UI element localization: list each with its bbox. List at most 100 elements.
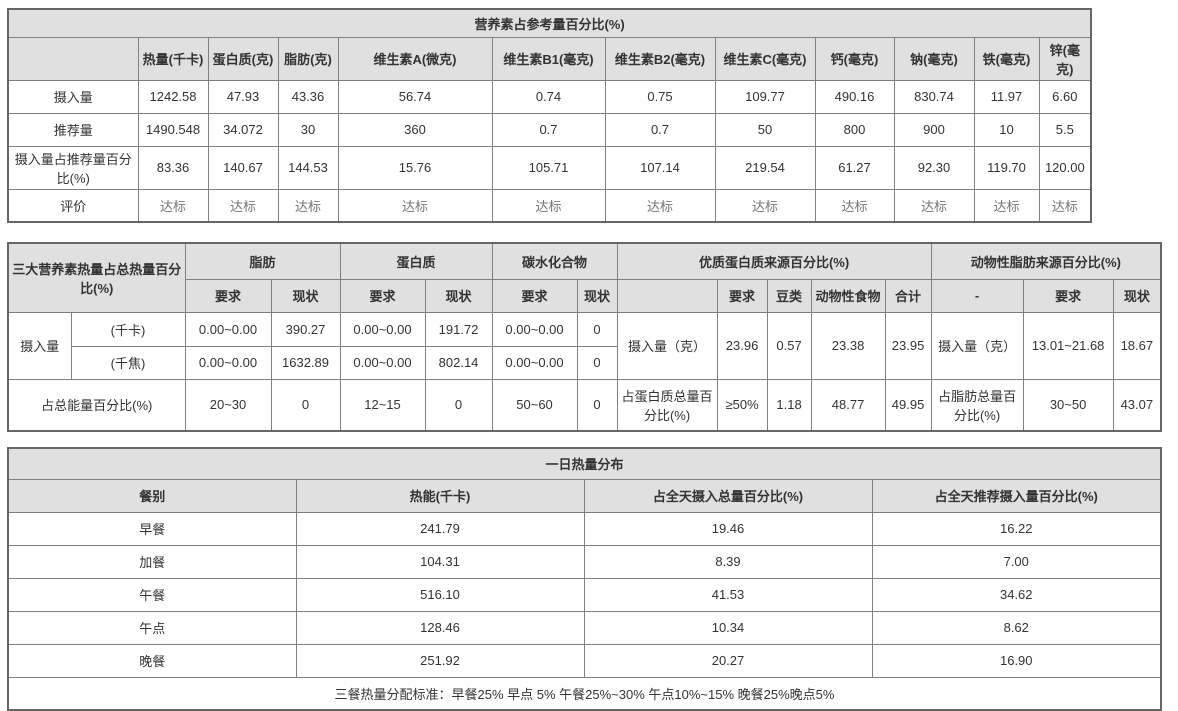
value-cell: 49.95 <box>884 378 932 432</box>
meal-row-breakfast: 早餐 241.79 19.46 16.22 <box>7 511 1162 546</box>
subheader-requirement: 要求 <box>1022 278 1114 313</box>
header-row: 热量(千卡) 蛋白质(克) 脂肪(克) 维生素A(微克) 维生素B1(毫克) 维… <box>7 36 1092 81</box>
value-cell: 18.67 <box>1112 311 1162 380</box>
value-cell: 1242.58 <box>137 79 209 114</box>
value-cell: 56.74 <box>337 79 493 114</box>
meal-label: 加餐 <box>7 544 297 579</box>
intake-row: 摄入量 1242.58 47.93 43.36 56.74 0.74 0.75 … <box>7 79 1092 114</box>
status-cell: 达标 <box>714 188 816 223</box>
value-cell: 20.27 <box>583 643 873 678</box>
meal-label: 早餐 <box>7 511 297 546</box>
header-iron: 铁(毫克) <box>973 36 1040 81</box>
group-fat: 脂肪 <box>184 242 341 280</box>
header-row: 餐别 热能(千卡) 占全天摄入总量百分比(%) 占全天推荐摄入量百分比(%) <box>7 478 1162 513</box>
value-cell: 1.18 <box>766 378 812 432</box>
status-cell: 达标 <box>207 188 279 223</box>
corner-empty-cell <box>7 36 139 81</box>
value-cell: 0.00~0.00 <box>339 311 426 347</box>
value-cell: 360 <box>337 112 493 147</box>
value-cell: 219.54 <box>714 145 816 190</box>
value-cell: 8.62 <box>871 610 1162 645</box>
value-cell: 516.10 <box>295 577 585 612</box>
value-cell: 0.00~0.00 <box>184 345 272 380</box>
subheader-blank <box>616 278 718 313</box>
header-meal: 餐别 <box>7 478 297 513</box>
value-cell: 0.00~0.00 <box>339 345 426 380</box>
value-cell: 15.76 <box>337 145 493 190</box>
evaluation-row: 评价 达标 达标 达标 达标 达标 达标 达标 达标 达标 达标 达标 <box>7 188 1092 223</box>
energy-percentage-row: 占总能量百分比(%) 20~30 0 12~15 0 50~60 0 占蛋白质总… <box>7 378 1162 432</box>
value-cell: 802.14 <box>424 345 493 380</box>
intake-kj-row: (千焦) 0.00~0.00 1632.89 0.00~0.00 802.14 … <box>8 345 1161 380</box>
subheader-requirement: 要求 <box>184 278 272 313</box>
subheader-current: 现状 <box>1112 278 1162 313</box>
value-cell: 1632.89 <box>270 345 341 380</box>
status-cell: 达标 <box>491 188 606 223</box>
value-cell: 10.34 <box>583 610 873 645</box>
subheader-requirement: 要求 <box>716 278 768 313</box>
subheader-total: 合计 <box>884 278 932 313</box>
value-cell: 104.31 <box>295 544 585 579</box>
row-label-qp-pct: 占蛋白质总量百分比(%) <box>616 378 718 432</box>
value-cell: 6.60 <box>1038 79 1092 114</box>
group-header-row: 三大营养素热量占总热量百分比(%) 脂肪 蛋白质 碳水化合物 优质蛋白质来源百分… <box>7 242 1162 313</box>
row-label-percentage: 摄入量占推荐量百分比(%) <box>7 145 139 190</box>
value-cell: 107.14 <box>604 145 716 190</box>
value-cell: 5.5 <box>1038 112 1092 147</box>
meal-row-afternoon-snack: 午点 128.46 10.34 8.62 <box>7 610 1162 645</box>
row-label-kj: (千焦) <box>70 345 186 380</box>
header-calcium: 钙(毫克) <box>814 36 895 81</box>
value-cell: 105.71 <box>491 145 606 190</box>
value-cell: 20~30 <box>184 378 272 432</box>
meal-label: 午点 <box>7 610 297 645</box>
meal-row-lunch: 午餐 516.10 41.53 34.62 <box>7 577 1162 612</box>
status-cell: 达标 <box>604 188 716 223</box>
note-row: 三餐热量分配标准：早餐25% 早点 5% 午餐25%~30% 午点10%~15%… <box>7 676 1162 711</box>
value-cell: 119.70 <box>973 145 1040 190</box>
value-cell: 16.90 <box>871 643 1162 678</box>
row-label-energy-pct: 占总能量百分比(%) <box>7 378 186 432</box>
value-cell: 0.74 <box>491 79 606 114</box>
status-cell: 达标 <box>893 188 975 223</box>
daily-calorie-table: 一日热量分布 餐别 热能(千卡) 占全天摄入总量百分比(%) 占全天推荐摄入量百… <box>7 447 1163 711</box>
meal-label: 晚餐 <box>7 643 297 678</box>
value-cell: 0 <box>424 378 493 432</box>
value-cell: 23.96 <box>716 311 768 380</box>
value-cell: 50 <box>714 112 816 147</box>
value-cell: 19.46 <box>583 511 873 546</box>
meal-table-title: 一日热量分布 <box>7 447 1162 480</box>
value-cell: 900 <box>893 112 975 147</box>
value-cell: 0 <box>270 378 341 432</box>
value-cell: 1490.548 <box>137 112 209 147</box>
value-cell: 13.01~21.68 <box>1022 311 1114 380</box>
header-intake-pct: 占全天摄入总量百分比(%) <box>583 478 873 513</box>
row-label-qp-intake: 摄入量（克） <box>616 311 718 380</box>
value-cell: 490.16 <box>814 79 895 114</box>
row-label-af-pct: 占脂肪总量百分比(%) <box>930 378 1024 432</box>
value-cell: 251.92 <box>295 643 585 678</box>
value-cell: 7.00 <box>871 544 1162 579</box>
value-cell: 241.79 <box>295 511 585 546</box>
value-cell: 800 <box>814 112 895 147</box>
value-cell: 0 <box>576 345 618 380</box>
value-cell: 830.74 <box>893 79 975 114</box>
header-vitamin-b2: 维生素B2(毫克) <box>604 36 716 81</box>
value-cell: 16.22 <box>871 511 1162 546</box>
row-label-kcal: (千卡) <box>70 311 186 347</box>
row-label-intake: 摄入量 <box>7 311 72 380</box>
status-cell: 达标 <box>277 188 339 223</box>
table-title-row: 一日热量分布 <box>7 447 1162 480</box>
value-cell: 30~50 <box>1022 378 1114 432</box>
subheader-current: 现状 <box>576 278 618 313</box>
status-cell: 达标 <box>137 188 209 223</box>
status-cell: 达标 <box>814 188 895 223</box>
meal-standard-note: 三餐热量分配标准：早餐25% 早点 5% 午餐25%~30% 午点10%~15%… <box>7 676 1162 711</box>
subheader-requirement: 要求 <box>339 278 426 313</box>
value-cell: 34.62 <box>871 577 1162 612</box>
header-fat: 脂肪(克) <box>277 36 339 81</box>
group-animal-fat: 动物性脂肪来源百分比(%) <box>930 242 1162 280</box>
header-kcal: 热能(千卡) <box>295 478 585 513</box>
subheader-beans: 豆类 <box>766 278 812 313</box>
value-cell: 128.46 <box>295 610 585 645</box>
recommended-row: 推荐量 1490.548 34.072 30 360 0.7 0.7 50 80… <box>7 112 1092 147</box>
